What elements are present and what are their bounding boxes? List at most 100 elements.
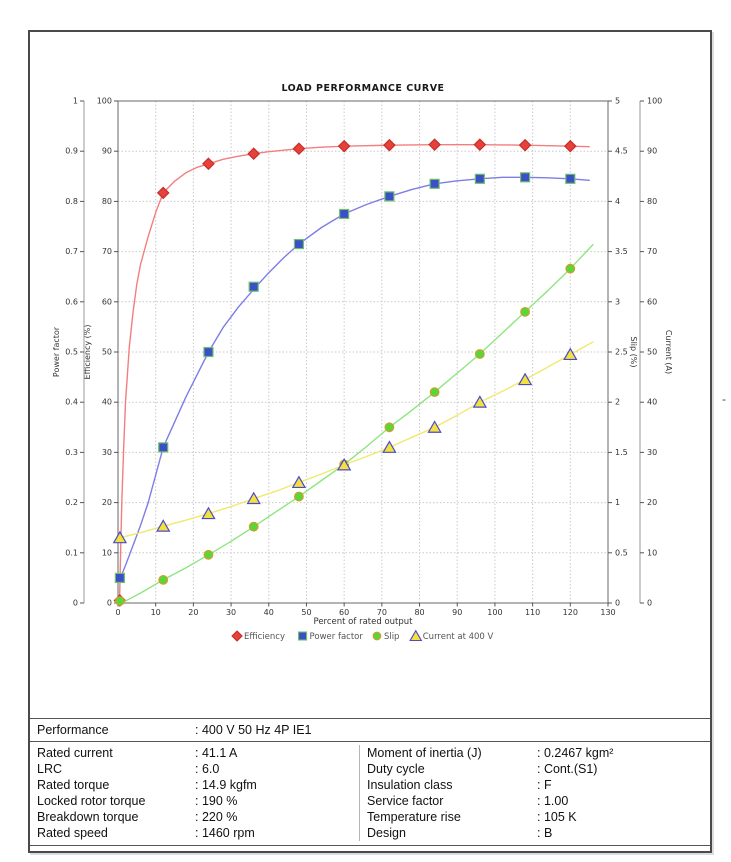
power-factor-axis-label: Power factor	[52, 326, 61, 377]
svg-text:30: 30	[647, 448, 657, 457]
spec-value: : B	[537, 826, 553, 840]
spec-row: Duty cycle : Cont.(S1)	[360, 761, 710, 777]
load-performance-chart: LOAD PERFORMANCE CURVE 0 10 20 30 40 50 60 70 80 9…	[30, 32, 710, 682]
efficiency-axis: 0 10 20 30 40 50 60 70 80 90 100 Efficiency (%)	[83, 97, 118, 608]
spec-value: : F	[537, 778, 552, 792]
svg-text:10: 10	[102, 548, 112, 557]
svg-text:70: 70	[377, 608, 387, 617]
svg-text:70: 70	[102, 247, 112, 256]
spec-label: Locked rotor torque	[37, 794, 146, 808]
svg-text:40: 40	[264, 608, 274, 617]
svg-text:0.8: 0.8	[65, 197, 78, 206]
spec-row: Moment of inertia (J) : 0.2467 kgm²	[360, 745, 710, 761]
svg-text:0: 0	[615, 599, 620, 608]
spec-row: Rated speed : 1460 rpm	[30, 825, 359, 841]
svg-text:4: 4	[615, 197, 620, 206]
spec-value: : 1460 rpm	[195, 826, 255, 840]
series-efficiency	[113, 138, 590, 607]
svg-text:0.9: 0.9	[65, 147, 78, 156]
svg-text:120: 120	[563, 608, 578, 617]
svg-text:130: 130	[600, 608, 615, 617]
spec-value: : 190 %	[195, 794, 238, 808]
spec-value: : 6.0	[195, 762, 220, 776]
svg-text:0.7: 0.7	[65, 247, 78, 256]
power-factor-axis: 0 0.1 0.2 0.3 0.4 0.5 0.6 0.7 0.8 0.9 1 Power facto…	[52, 97, 85, 608]
series-line-current-at-400-v	[117, 341, 594, 539]
spec-table: Performance : 400 V 50 Hz 4P IE1 Rated c…	[30, 718, 710, 846]
svg-text:0.4: 0.4	[65, 398, 78, 407]
svg-text:90: 90	[647, 147, 657, 156]
svg-text:0.5: 0.5	[615, 548, 628, 557]
svg-text:100: 100	[97, 97, 112, 106]
slip-axis: 0 0.5 1 1.5 2 2.5 3 3.5 4 4.5 5 Slip (%)	[608, 97, 638, 608]
spec-value: : 0.2467 kgm²	[537, 746, 614, 760]
svg-text:90: 90	[452, 608, 462, 617]
spec-row: Rated torque : 14.9 kgfm	[30, 777, 359, 793]
legend-label-power-factor: Power factor	[310, 632, 364, 642]
spec-label: Temperature rise	[367, 810, 461, 824]
svg-text:0: 0	[115, 608, 120, 617]
svg-text:70: 70	[647, 247, 657, 256]
spec-label: Performance	[37, 723, 109, 737]
svg-text:80: 80	[647, 197, 657, 206]
spec-label: Design	[367, 826, 406, 840]
spec-row: Design : B	[360, 825, 710, 841]
chart-title: LOAD PERFORMANCE CURVE	[281, 83, 444, 94]
spec-label: Rated current	[37, 746, 113, 760]
series-power-factor	[114, 172, 590, 584]
legend-label-efficiency: Efficiency	[244, 632, 285, 642]
svg-text:1: 1	[615, 498, 620, 507]
svg-text:10: 10	[647, 548, 657, 557]
svg-text:30: 30	[102, 448, 112, 457]
spec-column-left: Rated current : 41.1 A LRC : 6.0 Rated t…	[30, 745, 359, 841]
series-line-slip	[121, 243, 594, 604]
svg-text:4.5: 4.5	[615, 147, 628, 156]
svg-text:0: 0	[647, 599, 652, 608]
spec-row: Rated current : 41.1 A	[30, 745, 359, 761]
svg-text:0.3: 0.3	[65, 448, 78, 457]
svg-text:0: 0	[73, 599, 78, 608]
performance-row: Performance : 400 V 50 Hz 4P IE1	[30, 718, 710, 742]
current-axis: 0 10 20 30 40 50 60 70 80 90 100 Current (A)	[639, 97, 673, 608]
spec-row: LRC : 6.0	[30, 761, 359, 777]
svg-text:0.1: 0.1	[65, 548, 78, 557]
spec-row: Insulation class : F	[360, 777, 710, 793]
svg-text:20: 20	[647, 498, 657, 507]
svg-text:2: 2	[615, 398, 620, 407]
slip-axis-label: Slip (%)	[629, 337, 638, 368]
legend-label-slip: Slip	[384, 632, 400, 642]
svg-text:5: 5	[615, 97, 620, 106]
svg-text:60: 60	[102, 297, 112, 306]
svg-text:90: 90	[102, 147, 112, 156]
x-axis: 0 10 20 30 40 50 60 70 80 90 100 110 120 130 Percent o…	[115, 603, 616, 627]
spec-label: Breakdown torque	[37, 810, 139, 824]
series-markers-power-factor	[114, 172, 576, 584]
spec-label: Rated torque	[37, 778, 110, 792]
spec-columns: Rated current : 41.1 A LRC : 6.0 Rated t…	[30, 742, 710, 846]
series-markers-slip	[114, 263, 576, 606]
stray-dash: -	[722, 392, 726, 406]
svg-text:40: 40	[647, 398, 657, 407]
svg-text:1: 1	[73, 97, 78, 106]
spec-label: Duty cycle	[367, 762, 425, 776]
svg-text:20: 20	[188, 608, 198, 617]
spec-label: Service factor	[367, 794, 444, 808]
chart-legend: Efficiency Power factor Slip Current at 400…	[231, 629, 494, 642]
efficiency-axis-label: Efficiency (%)	[83, 325, 92, 380]
svg-text:30: 30	[226, 608, 236, 617]
spec-label: Rated speed	[37, 826, 108, 840]
svg-text:110: 110	[525, 608, 540, 617]
spec-row: Temperature rise : 105 K	[360, 809, 710, 825]
series-current-at-400-v	[112, 341, 594, 544]
spec-label: Moment of inertia (J)	[367, 746, 482, 760]
report-frame: LOAD PERFORMANCE CURVE 0 10 20 30 40 50 60 70 80 9…	[28, 30, 712, 853]
spec-label: Insulation class	[367, 778, 453, 792]
x-axis-label: Percent of rated output	[314, 617, 414, 627]
svg-text:3: 3	[615, 297, 620, 306]
series-markers-current-at-400-v	[112, 347, 578, 544]
svg-text:80: 80	[414, 608, 424, 617]
svg-text:0.5: 0.5	[65, 348, 78, 357]
svg-text:50: 50	[647, 348, 657, 357]
legend-label-current-at-400-v: Current at 400 V	[423, 632, 494, 642]
